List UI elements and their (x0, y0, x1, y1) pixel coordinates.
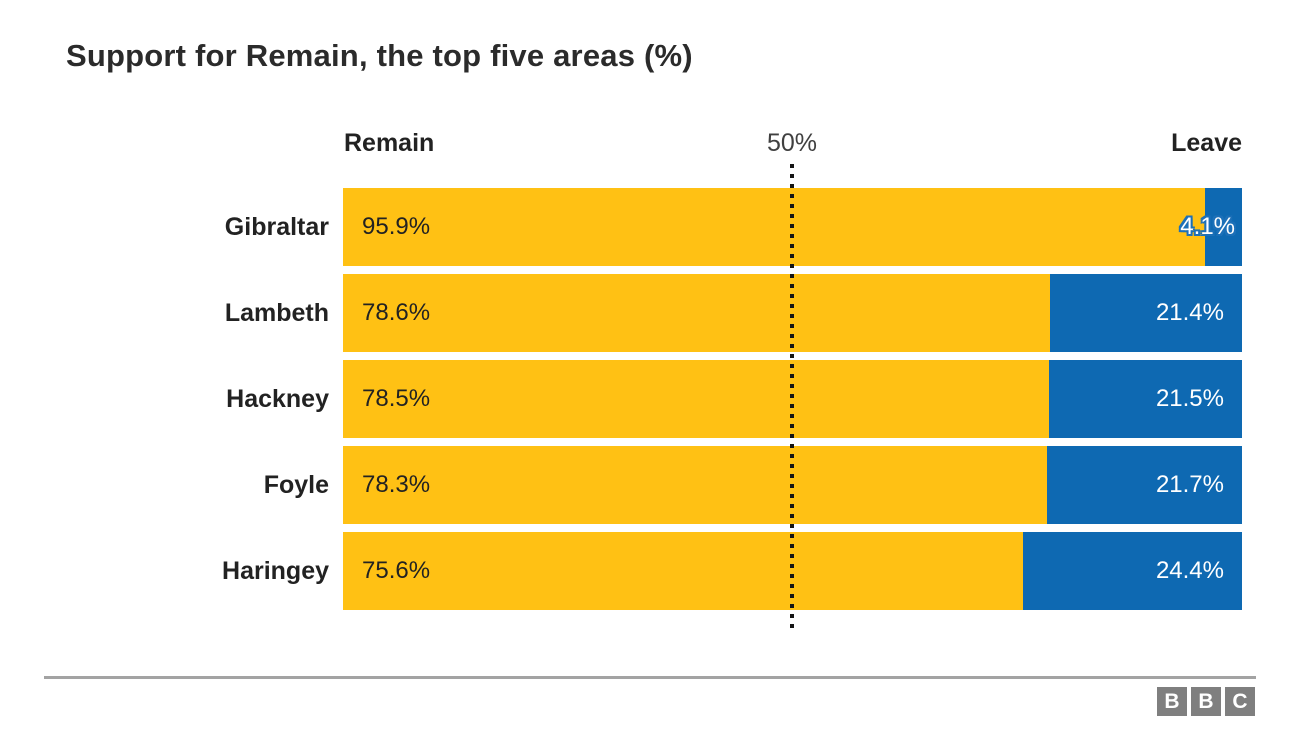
leave-bar-segment (1022, 532, 1242, 610)
bbc-logo-box: C (1225, 687, 1255, 716)
leave-value-label: 24.4% (1155, 557, 1224, 584)
remain-value-label: 78.6% (362, 299, 431, 326)
stacked-bar: 78.6% 21.4% (343, 274, 1242, 352)
bar-row: Foyle 78.3% 21.7% (0, 446, 1242, 524)
bar-row: Lambeth 78.6% 21.4% (0, 274, 1242, 352)
stacked-bar: 78.3% 21.7% (343, 446, 1242, 524)
bar-rows: Gibraltar 95.9% 4.1% Lambeth 78.6% 21.4% Hackn… (0, 188, 1242, 618)
stacked-bar: 75.6% 24.4% (343, 532, 1242, 610)
leave-bar-segment (1049, 274, 1242, 352)
leave-value-label: 21.5% (1155, 385, 1224, 412)
remain-bar-segment (343, 274, 1050, 352)
bbc-logo-box: B (1191, 687, 1221, 716)
remain-value-label: 95.9% (362, 213, 431, 240)
reference-line-label: 50% (766, 129, 818, 157)
stacked-bar: 78.5% 21.5% (343, 360, 1242, 438)
row-label: Lambeth (224, 298, 329, 327)
row-label: Haringey (222, 556, 329, 585)
remain-bar-segment (343, 532, 1023, 610)
bbc-logo-letter: B (1164, 689, 1180, 713)
leave-bar-segment (1205, 188, 1242, 266)
bar-row: Haringey 75.6% 24.4% (0, 532, 1242, 610)
bar-row: Gibraltar 95.9% 4.1% (0, 188, 1242, 266)
remain-bar-segment (343, 188, 1206, 266)
leave-value-label: 21.7% (1155, 471, 1224, 498)
remain-value-label: 78.3% (362, 471, 431, 498)
footer-divider (44, 676, 1256, 679)
stacked-bar: 95.9% 4.1% (343, 188, 1242, 266)
row-label: Hackney (226, 384, 329, 413)
row-label: Foyle (263, 470, 329, 499)
leave-value-label: 21.4% (1155, 299, 1224, 326)
column-header-leave: Leave (1171, 129, 1242, 157)
remain-bar-segment (343, 446, 1047, 524)
remain-value-label: 75.6% (362, 557, 431, 584)
bar-row: Hackney 78.5% 21.5% (0, 360, 1242, 438)
leave-bar-segment (1048, 360, 1242, 438)
remain-value-label: 78.5% (362, 385, 431, 412)
column-header-remain: Remain (344, 129, 435, 157)
remain-bar-segment (343, 360, 1049, 438)
fifty-percent-dotted-line (790, 164, 794, 634)
bbc-logo-letter: B (1198, 689, 1214, 713)
bbc-logo-box: B (1157, 687, 1187, 716)
leave-value-label: 4.1% (1180, 213, 1235, 240)
row-label: Gibraltar (224, 212, 329, 241)
page-title: Support for Remain, the top five areas (… (66, 38, 693, 73)
leave-bar-segment (1046, 446, 1242, 524)
bbc-logo-letter: C (1232, 689, 1248, 713)
